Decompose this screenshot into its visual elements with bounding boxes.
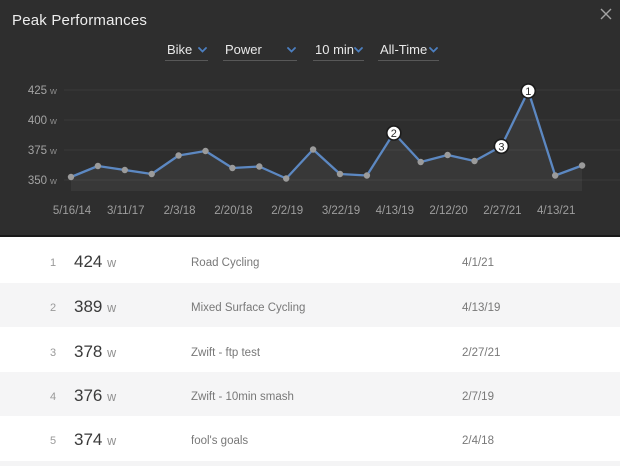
svg-text:4/13/21: 4/13/21 <box>537 205 575 217</box>
svg-text:w: w <box>49 176 57 187</box>
svg-text:425: 425 <box>28 85 47 97</box>
svg-text:1: 1 <box>525 86 531 98</box>
svg-text:3: 3 <box>498 141 504 153</box>
svg-text:2/20/18: 2/20/18 <box>214 205 252 217</box>
svg-text:2/27/21: 2/27/21 <box>483 205 521 217</box>
svg-text:2: 2 <box>391 128 397 140</box>
svg-text:3/22/19: 3/22/19 <box>322 205 360 217</box>
svg-text:w: w <box>49 116 57 127</box>
svg-text:w: w <box>49 146 57 157</box>
svg-text:400: 400 <box>28 115 47 127</box>
svg-text:4/13/19: 4/13/19 <box>376 205 414 217</box>
svg-text:w: w <box>49 86 57 97</box>
svg-text:5/16/14: 5/16/14 <box>53 205 92 217</box>
svg-text:2/12/20: 2/12/20 <box>429 205 467 217</box>
svg-text:2/3/18: 2/3/18 <box>164 205 196 217</box>
svg-text:3/11/17: 3/11/17 <box>107 205 145 217</box>
svg-text:2/2/19: 2/2/19 <box>271 205 303 217</box>
svg-text:375: 375 <box>28 145 47 157</box>
svg-text:350: 350 <box>28 175 47 187</box>
